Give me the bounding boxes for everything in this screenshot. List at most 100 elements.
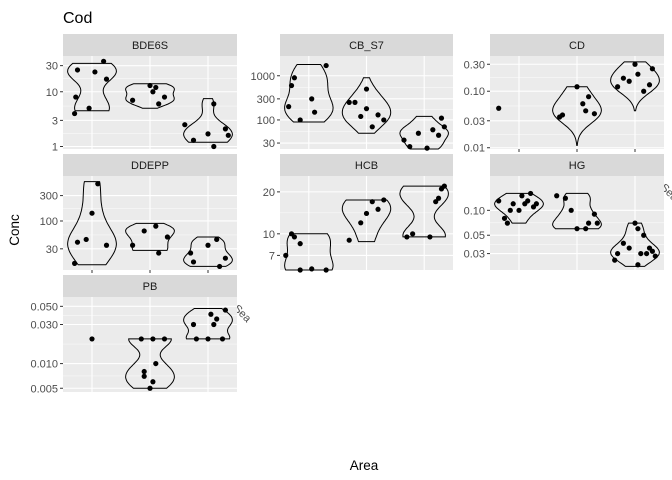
y-tick-label: 0.01 xyxy=(464,143,485,155)
strip-label-hg: HG xyxy=(569,160,586,172)
data-point xyxy=(164,234,170,240)
violin-cd-barents-sea xyxy=(610,61,660,112)
data-point xyxy=(214,236,220,243)
data-point xyxy=(291,75,298,81)
data-point xyxy=(190,137,197,143)
data-point xyxy=(297,117,303,123)
y-tick-label: 0.010 xyxy=(30,359,58,371)
y-tick-label: 100 xyxy=(40,216,58,228)
data-point xyxy=(507,207,513,213)
violin-ddepp-barents-sea xyxy=(183,236,233,267)
data-point xyxy=(346,99,352,105)
data-point xyxy=(430,127,436,133)
data-point xyxy=(427,234,433,240)
violin-hg-barents-sea xyxy=(610,222,660,267)
data-point xyxy=(496,105,502,111)
data-point xyxy=(205,131,211,137)
data-point xyxy=(150,379,156,385)
data-point xyxy=(433,199,439,205)
data-point xyxy=(404,234,410,240)
data-point xyxy=(161,336,168,342)
data-point xyxy=(89,336,95,342)
strip-label-hcb: HCB xyxy=(355,160,378,172)
data-point xyxy=(381,117,387,123)
y-tick-label: 1 xyxy=(52,141,58,153)
data-point xyxy=(632,220,638,226)
data-point xyxy=(86,105,92,111)
data-point xyxy=(153,360,159,367)
strip-label-ddepp: DDEPP xyxy=(131,160,169,172)
data-point xyxy=(153,84,159,91)
facet-pb: PB 0.005 0.010 0.030 0.050 xyxy=(30,275,237,395)
y-tick-label: 7 xyxy=(269,250,275,262)
violin-pb-norw-sea xyxy=(125,338,175,389)
data-point xyxy=(510,201,516,207)
data-point xyxy=(188,250,194,256)
violin-bde6s-barents-sea xyxy=(183,98,233,143)
violin-hcb-barents-sea xyxy=(399,185,449,238)
violin-pb-barents-sea xyxy=(183,308,233,340)
data-point xyxy=(83,236,89,243)
facet-cb-s7: CB_S7 30 100 300 1000 xyxy=(251,34,453,151)
data-point xyxy=(438,115,445,121)
data-point xyxy=(363,210,370,217)
data-point xyxy=(211,321,217,328)
y-axis-title: Conc xyxy=(7,214,22,246)
violin-ddepp-norw-sea xyxy=(125,222,175,251)
data-point xyxy=(147,82,153,89)
data-point xyxy=(190,321,197,328)
data-point xyxy=(435,132,442,138)
data-point xyxy=(74,67,81,73)
data-point xyxy=(554,193,560,199)
data-point xyxy=(533,201,540,207)
data-point xyxy=(641,88,647,94)
chart-title: Cod xyxy=(63,10,92,27)
y-tick-label: 0.10 xyxy=(464,205,485,217)
data-point xyxy=(147,385,153,391)
data-point xyxy=(594,220,600,226)
data-point xyxy=(219,336,226,342)
data-point xyxy=(519,193,525,199)
violin-bde6s-norw-sea xyxy=(125,83,175,109)
data-point xyxy=(358,220,364,226)
violin-hg-norw-sea xyxy=(552,192,602,230)
strip-background xyxy=(63,275,237,297)
y-tick-label: 0.03 xyxy=(464,116,485,128)
data-point xyxy=(190,259,197,265)
facet-panels: BDE6S 1 3 10 30 CB_S7 30 100 300 1000 CD 0.01 0.03 0.… xyxy=(30,34,672,395)
data-point xyxy=(101,58,107,64)
data-point xyxy=(620,240,627,246)
data-point xyxy=(225,132,231,138)
data-point xyxy=(635,262,641,268)
data-point xyxy=(130,242,136,248)
data-point xyxy=(363,86,370,92)
strip-label-pb: PB xyxy=(143,281,158,293)
data-point xyxy=(612,257,618,263)
data-point xyxy=(283,252,289,259)
data-point xyxy=(638,250,644,257)
violin-cb-s7-north-sea xyxy=(284,64,334,123)
y-tick-label: 0.050 xyxy=(30,301,58,313)
data-point xyxy=(72,110,78,117)
y-tick-label: 0.03 xyxy=(464,249,485,261)
data-point xyxy=(211,101,217,107)
strip-label-bde6s: BDE6S xyxy=(132,40,168,52)
data-point xyxy=(424,145,430,151)
data-point xyxy=(516,207,522,213)
y-tick-label: 0.10 xyxy=(464,86,485,98)
data-point xyxy=(644,250,650,257)
data-point xyxy=(586,220,592,226)
data-point xyxy=(150,336,156,342)
y-tick-label: 3 xyxy=(52,115,58,127)
y-tick-label: 10 xyxy=(263,229,275,241)
y-tick-label: 30 xyxy=(263,138,275,150)
y-tick-label: 10 xyxy=(46,87,58,99)
data-point xyxy=(632,61,638,67)
violin-cd-norw-sea xyxy=(552,86,602,146)
strip-background xyxy=(280,34,453,56)
data-point xyxy=(583,226,589,232)
data-point xyxy=(652,253,658,259)
data-point xyxy=(138,336,144,342)
data-point xyxy=(323,267,329,273)
